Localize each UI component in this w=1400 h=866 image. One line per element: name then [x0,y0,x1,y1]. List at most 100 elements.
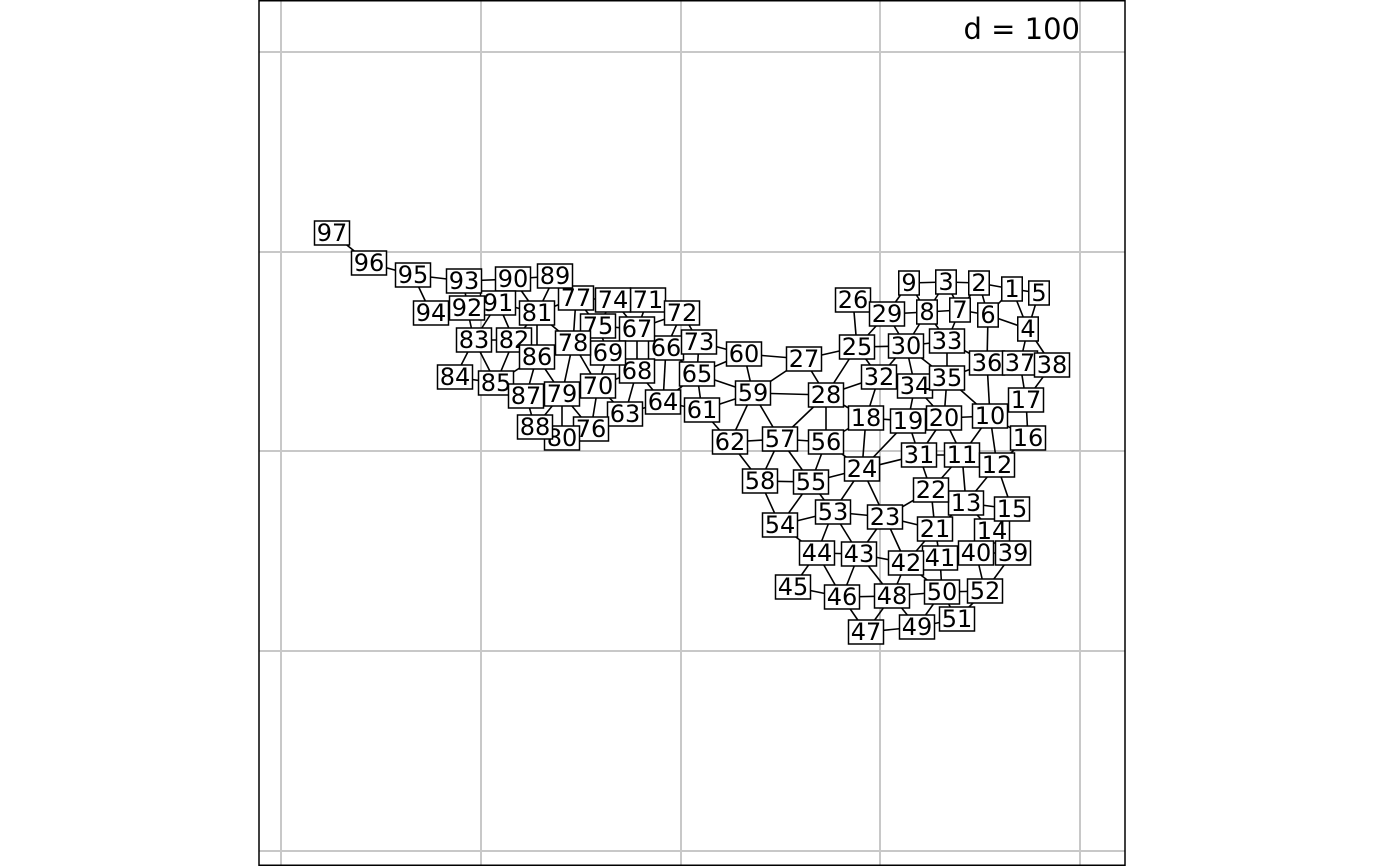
node-box [725,341,763,367]
node-label: 43 [844,540,875,568]
node-box [479,290,517,316]
node-19: 19 [889,407,927,435]
node-box [741,468,779,494]
node-box [847,619,885,645]
node-box [1009,425,1047,451]
node-label: 16 [1013,424,1044,452]
node-93: 93 [445,267,483,295]
node-box [1007,387,1045,413]
node-81: 81 [518,299,556,327]
node-63: 63 [606,400,644,428]
node-75: 75 [579,312,617,340]
node-60: 60 [725,340,763,368]
node-label: 88 [520,413,551,441]
node-label: 96 [354,249,385,277]
node-box [843,456,881,482]
node-label: 89 [540,262,571,290]
node-label: 58 [745,467,776,495]
node-61: 61 [683,396,721,424]
node-36: 36 [968,349,1006,377]
node-box [734,380,772,406]
node-box [898,270,920,296]
node-label: 53 [818,498,849,526]
node-label: 38 [1037,351,1068,379]
node-64: 64 [644,388,682,416]
node-89: 89 [536,262,574,290]
node-53: 53 [814,498,852,526]
node-label: 56 [811,428,842,456]
node-label: 34 [900,372,931,400]
node-box [823,584,861,610]
node-49: 49 [898,613,936,641]
node-box [838,334,876,360]
node-box [477,370,515,396]
node-15: 15 [993,495,1031,523]
node-label: 69 [593,339,624,367]
node-box [557,285,595,311]
node-label: 20 [929,404,960,432]
node-label: 79 [547,380,578,408]
node-box [792,469,830,495]
node-label: 33 [932,327,963,355]
node-box [887,333,925,359]
node-box [680,329,718,355]
node-33: 33 [928,327,966,355]
node-label: 95 [398,261,429,289]
node-42: 42 [887,549,925,577]
node-label: 57 [765,425,796,453]
node-box [394,262,432,288]
node-72: 72 [663,299,701,327]
node-label: 22 [916,476,947,504]
node-71: 71 [629,286,667,314]
node-box [536,263,574,289]
node-label: 86 [522,343,553,371]
node-label: 93 [449,267,480,295]
node-box [518,344,556,370]
node-28: 28 [807,381,845,409]
node-label: 50 [927,578,958,606]
node-92: 92 [448,294,486,322]
node-label: 27 [789,345,820,373]
node-box [928,328,966,354]
grid [259,0,1125,866]
node-box [589,340,627,366]
node-label: 10 [975,402,1006,430]
node-label: 55 [796,468,827,496]
node-box [938,606,976,632]
node-97: 97 [313,219,351,247]
node-69: 69 [589,339,627,367]
node-box [445,268,483,294]
node-label: 11 [947,441,978,469]
node-box [774,574,812,600]
node-25: 25 [838,333,876,361]
node-label: 21 [920,515,951,543]
node-box [916,516,954,542]
node-box [448,295,486,321]
node-box [973,518,1011,544]
node-label: 91 [483,289,514,317]
node-58: 58 [741,467,779,495]
node-label: 87 [511,382,542,410]
node-box [618,316,656,342]
node-label: 45 [778,573,809,601]
node-box [436,364,474,390]
node-90: 90 [494,265,532,293]
node-label: 52 [970,577,1001,605]
node-box [971,403,1009,429]
node-box [761,426,799,452]
node-44: 44 [798,539,836,567]
node-box [644,389,682,415]
node-box [455,327,493,353]
node-box [814,499,852,525]
node-box [313,220,351,246]
node-48: 48 [873,582,911,610]
node-8: 8 [916,298,938,326]
node-91: 91 [479,289,517,317]
node-34: 34 [896,372,934,400]
node-box [957,540,995,566]
node-box [923,579,961,605]
node-39: 39 [994,539,1032,567]
node-label: 94 [416,299,447,327]
node-box [925,405,963,431]
node-5: 5 [1028,279,1050,307]
